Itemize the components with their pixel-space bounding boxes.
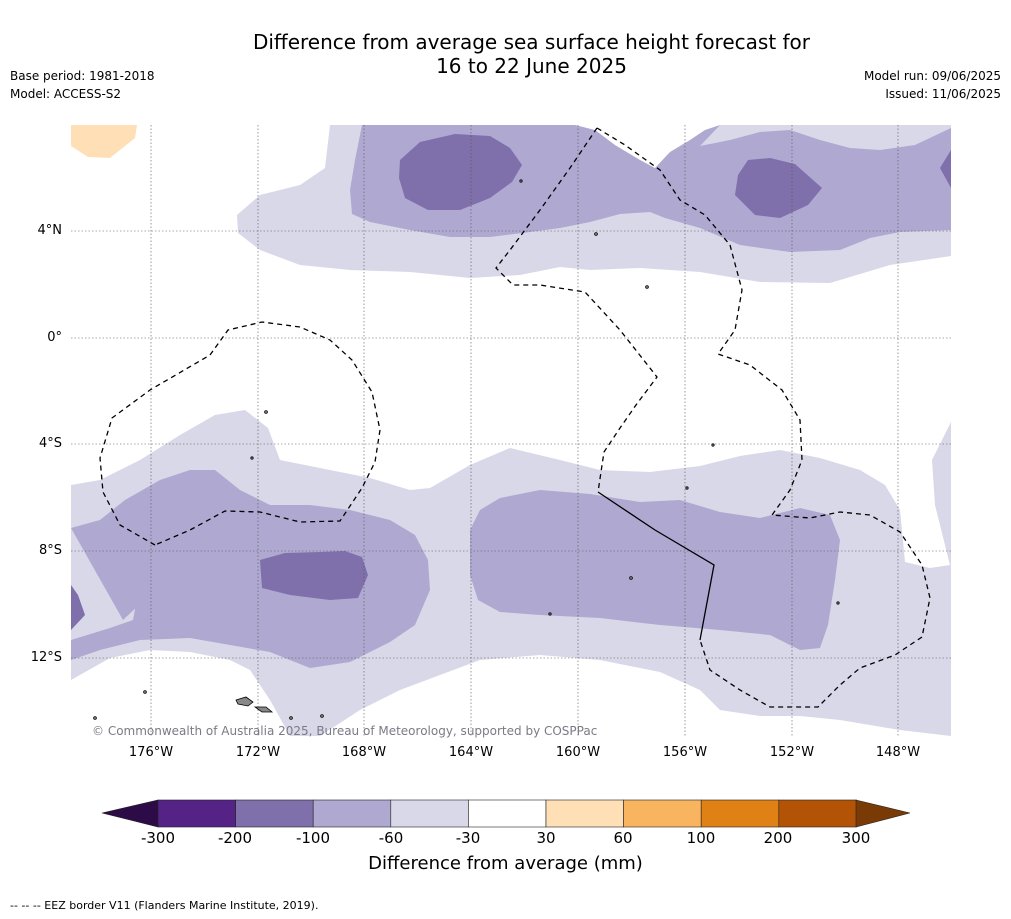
contour-minus200-minus100-north-west <box>399 134 522 210</box>
island-dot-9 <box>548 612 552 616</box>
colorbar <box>101 799 911 828</box>
eez-borders <box>99 127 931 708</box>
islands <box>93 179 840 720</box>
title-line-1: Difference from average sea surface heig… <box>252 30 811 54</box>
contour-30-60-north-west <box>71 125 137 158</box>
contour-minus200-minus100-north-east <box>735 158 822 218</box>
contour-minus200-minus100-south <box>260 551 368 600</box>
base-period: Base period: 1981-2018 <box>10 69 155 83</box>
island-dot-1 <box>264 410 268 414</box>
colorbar-bin-100-200 <box>700 799 780 828</box>
issued-date: Issued: 11/06/2025 <box>885 87 1001 101</box>
lat-label-4N: 4°N <box>37 223 63 238</box>
copyright-notice: © Commonwealth of Australia 2025, Bureau… <box>92 724 598 738</box>
lon-label-172W: 172°W <box>235 745 281 760</box>
contour-minus100-minus60-south-east <box>470 490 840 650</box>
lon-label-164W: 164°W <box>448 745 494 760</box>
colorbar-bin-minus100-minus60 <box>312 799 392 828</box>
island-dot-12 <box>685 486 689 490</box>
colorbar-tick-30: 30 <box>536 829 556 847</box>
map-title: Difference from average sea surface heig… <box>0 30 1011 78</box>
colorbar-bin-minus60-minus30 <box>390 799 469 828</box>
lat-label-12S: 12°S <box>30 650 62 665</box>
lon-label-160W: 160°W <box>555 745 601 760</box>
graticule <box>71 125 951 736</box>
contour-minus60-minus30-north-gap-edge <box>700 125 951 150</box>
lon-label-148W: 148°W <box>875 745 921 760</box>
eez-footnote: -- -- -- EEZ border V11 (Flanders Marine… <box>10 899 319 912</box>
lat-label-0: 0° <box>47 330 62 345</box>
colorbar-extend-low <box>101 799 159 828</box>
contour-neutral-north-gap <box>575 125 720 168</box>
contour-layer <box>71 125 951 736</box>
island-dot-11 <box>519 179 523 183</box>
island-dot-13 <box>250 456 254 460</box>
meta-left: Base period: 1981-2018 Model: ACCESS-S2 <box>10 67 155 103</box>
colorbar-tick-60: 60 <box>613 829 633 847</box>
colorbar-bin-minus200-minus100 <box>235 799 314 828</box>
meta-right: Model run: 09/06/2025 Issued: 11/06/2025 <box>864 67 1001 103</box>
contour-minus200-minus100-north-edge <box>940 150 951 188</box>
island-dot-2 <box>143 690 147 694</box>
lon-label-152W: 152°W <box>769 745 815 760</box>
maritime-boundary-solid <box>597 491 715 641</box>
contour-minus200-minus100-south-edge <box>71 585 85 630</box>
island-dot-10 <box>711 443 715 447</box>
colorbar-tick-100: 100 <box>686 829 716 847</box>
island-savaii <box>235 696 254 707</box>
colorbar-tick-minus30: -30 <box>455 829 481 847</box>
title-line-2: 16 to 22 June 2025 <box>436 54 627 78</box>
colorbar-bin-60-100 <box>623 799 702 828</box>
island-upolu <box>253 706 274 713</box>
colorbar-tick-minus60: -60 <box>378 829 404 847</box>
lat-label-8S: 8°S <box>38 543 62 558</box>
model-name: Model: ACCESS-S2 <box>10 87 122 101</box>
colorbar-tick-minus100: -100 <box>295 829 331 847</box>
eez-border-line-islands-east <box>596 127 931 708</box>
lon-label-156W: 156°W <box>662 745 708 760</box>
island-dot-5 <box>320 714 324 718</box>
lon-label-168W: 168°W <box>341 745 387 760</box>
colorbar-bin-minus30-30 <box>468 799 547 828</box>
lon-label-176W: 176°W <box>128 745 174 760</box>
lat-label-4S: 4°S <box>38 436 62 451</box>
colorbar-bin-minus300-minus200 <box>157 799 236 828</box>
island-dot-4 <box>289 716 293 720</box>
eez-border-line-islands-west <box>495 127 658 493</box>
island-dot-14 <box>836 601 840 605</box>
island-dot-6 <box>594 232 598 236</box>
island-dot-8 <box>629 576 633 580</box>
colorbar-extend-high <box>855 799 911 828</box>
colorbar-bin-200-300 <box>778 799 857 828</box>
colorbar-tick-300: 300 <box>841 829 871 847</box>
colorbar-tick-minus200: -200 <box>217 829 253 847</box>
island-dot-3 <box>93 716 97 720</box>
colorbar-title: Difference from average (mm) <box>368 853 643 874</box>
colorbar-tick-200: 200 <box>763 829 793 847</box>
island-dot-7 <box>645 285 649 289</box>
colorbar-bin-30-60 <box>545 799 624 828</box>
model-run: Model run: 09/06/2025 <box>863 69 1001 83</box>
colorbar-tick-minus300: -300 <box>140 829 176 847</box>
